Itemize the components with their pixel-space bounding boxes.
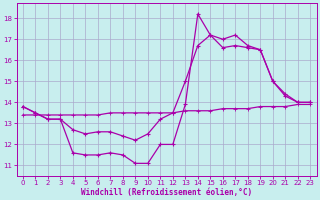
X-axis label: Windchill (Refroidissement éolien,°C): Windchill (Refroidissement éolien,°C) (81, 188, 252, 197)
